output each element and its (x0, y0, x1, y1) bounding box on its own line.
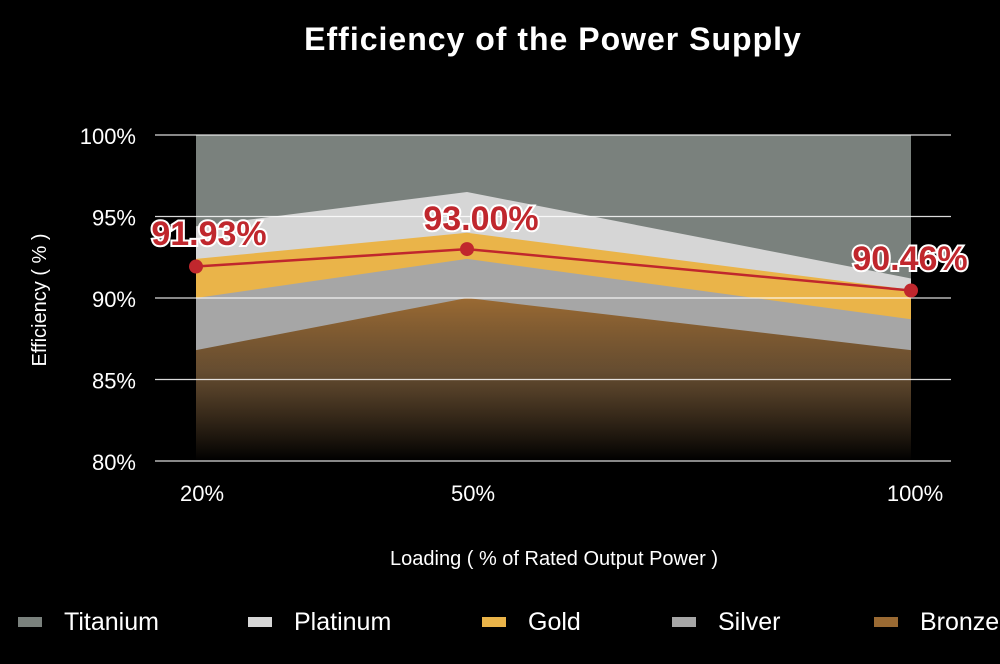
gridlines (155, 134, 951, 462)
legend: Titanium Platinum Gold Silver Bronze (0, 602, 1000, 642)
x-axis-label: Loading ( % of Rated Output Power ) (390, 548, 718, 570)
x-axis-ticks: 20% 50% 100% (180, 481, 943, 506)
y-tick-90: 90% (92, 287, 136, 312)
legend-swatch-bronze (874, 617, 898, 627)
legend-label-titanium: Titanium (64, 607, 159, 636)
legend-item-titanium: Titanium (18, 602, 159, 642)
legend-swatch-silver (672, 617, 696, 627)
efficiency-point-1 (460, 242, 474, 257)
legend-item-silver: Silver (672, 602, 781, 642)
data-label-0: 91.93% (151, 215, 266, 253)
efficiency-point-2 (904, 283, 918, 298)
legend-swatch-platinum (248, 617, 272, 627)
efficiency-point-0 (189, 259, 203, 274)
legend-item-bronze: Bronze (874, 602, 999, 642)
y-axis-label: Efficiency ( % ) (29, 234, 51, 367)
legend-label-silver: Silver (718, 607, 781, 636)
y-axis-ticks: 80% 85% 90% 95% 100% (80, 124, 136, 475)
legend-label-gold: Gold (528, 607, 581, 636)
x-tick-0: 20% (180, 481, 224, 506)
legend-swatch-titanium (18, 617, 42, 627)
efficiency-line (189, 242, 918, 298)
x-tick-2: 100% (887, 481, 943, 506)
data-label-1: 93.00% (423, 200, 538, 238)
legend-item-gold: Gold (482, 602, 581, 642)
x-tick-1: 50% (451, 481, 495, 506)
legend-item-platinum: Platinum (248, 602, 391, 642)
data-labels: 91.93% 93.00% 90.46% (149, 198, 969, 280)
chart-title: Efficiency of the Power Supply (304, 21, 802, 57)
data-label-2: 90.46% (852, 240, 967, 278)
legend-label-platinum: Platinum (294, 607, 392, 636)
y-tick-80: 80% (92, 450, 136, 475)
y-tick-95: 95% (92, 206, 136, 231)
legend-label-bronze: Bronze (920, 607, 1000, 636)
y-tick-85: 85% (92, 369, 136, 394)
y-tick-100: 100% (80, 124, 136, 149)
legend-swatch-gold (482, 617, 506, 627)
